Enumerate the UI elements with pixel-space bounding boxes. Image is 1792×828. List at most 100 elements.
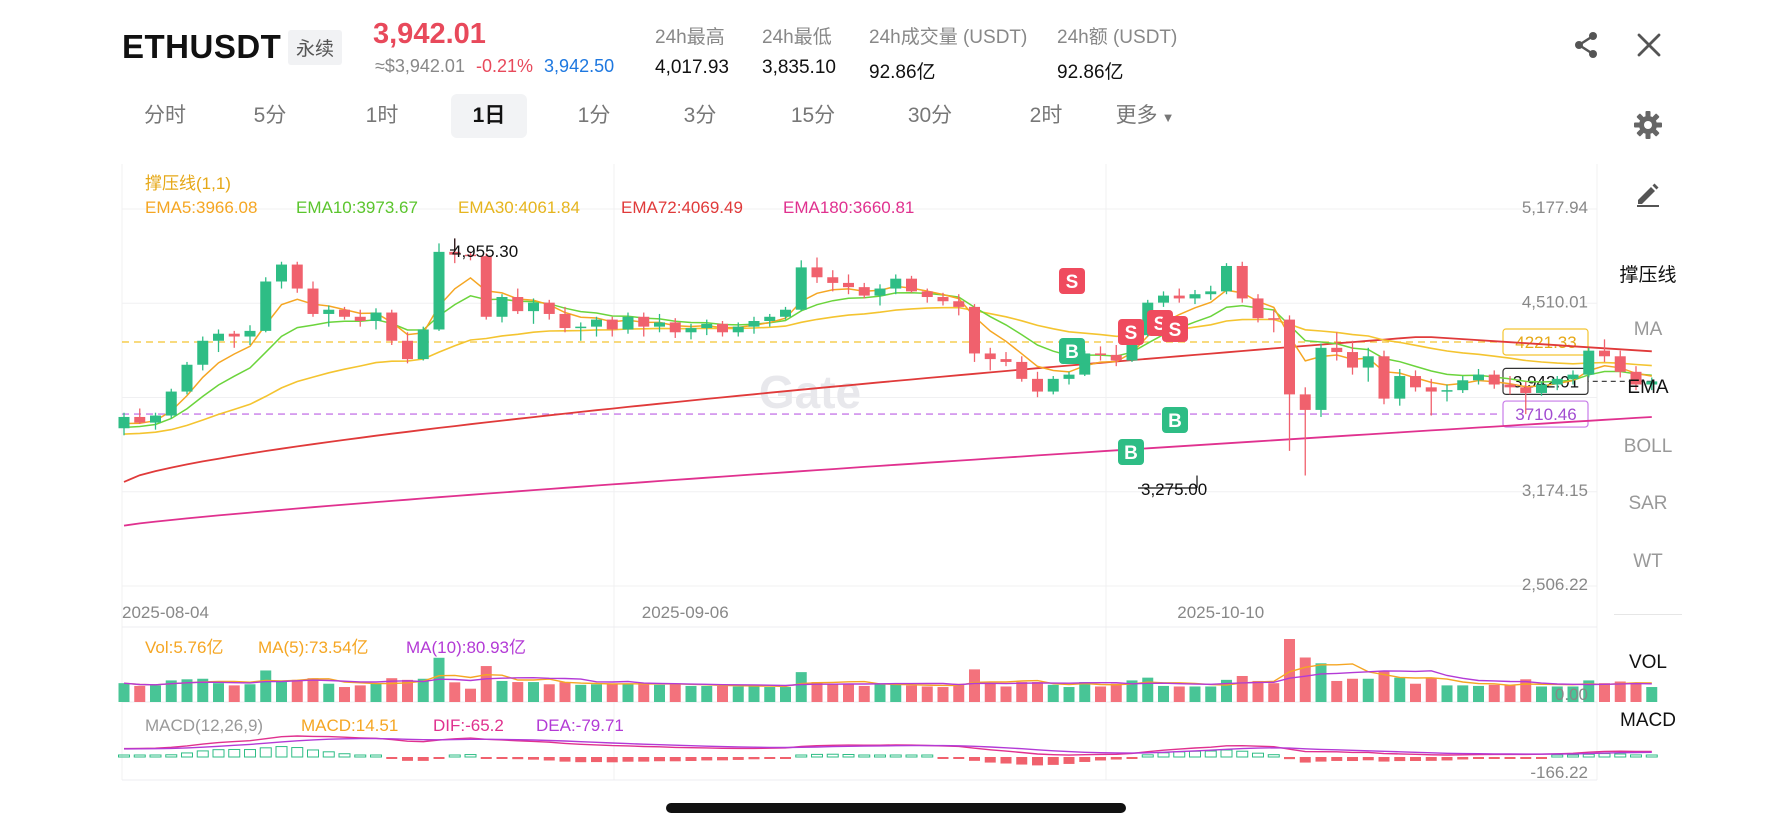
- candle-body: [811, 267, 823, 278]
- volume-bar: [1000, 686, 1012, 702]
- side-item-support-resistance[interactable]: 撑压线: [1619, 265, 1677, 286]
- macd-bar: [717, 757, 728, 761]
- candle-body: [1599, 350, 1610, 357]
- sell-signal: [1162, 316, 1188, 342]
- candle-body: [748, 321, 760, 327]
- tab-30m[interactable]: 30分: [907, 104, 953, 127]
- candle-body: [512, 297, 524, 312]
- tab-5m[interactable]: 5分: [253, 104, 287, 127]
- volume-bar: [1142, 677, 1154, 702]
- candles: [118, 238, 1658, 476]
- macd-bar: [181, 752, 193, 758]
- side-item-macd[interactable]: MACD: [1620, 710, 1676, 731]
- macd-bar: [1284, 757, 1295, 760]
- macd-bar: [1016, 757, 1028, 765]
- tab-2h[interactable]: 2时: [1029, 104, 1063, 127]
- candle-body: [228, 333, 240, 337]
- sell-signal: [1059, 268, 1085, 294]
- macd-bar: [1047, 757, 1059, 765]
- candle-body: [528, 302, 539, 312]
- volume-bar: [260, 670, 272, 702]
- volume-bar: [606, 684, 618, 702]
- volume-bar: [543, 684, 555, 702]
- macd-bar: [1536, 757, 1547, 759]
- side-item-boll[interactable]: BOLL: [1623, 436, 1673, 457]
- tab-3m[interactable]: 3分: [683, 104, 717, 127]
- macd-bar: [1110, 757, 1122, 760]
- volume-bar: [1599, 683, 1610, 702]
- macd-bar: [826, 753, 839, 758]
- candle-body: [1095, 353, 1106, 355]
- candle-body: [1504, 384, 1516, 388]
- candle-body: [1158, 295, 1169, 303]
- share-icon[interactable]: [1571, 30, 1601, 60]
- tab-1m[interactable]: 1分: [577, 104, 611, 127]
- ema10-legend: EMA10:3973.67: [296, 198, 418, 217]
- side-item-sar[interactable]: SAR: [1628, 493, 1668, 514]
- candle-body: [433, 251, 445, 330]
- close-icon[interactable]: [1634, 30, 1664, 60]
- contract-type-badge: 永续: [288, 30, 343, 65]
- candle-body: [1536, 384, 1547, 393]
- candle-body: [858, 287, 870, 296]
- ema30-legend: EMA30:4061.84: [458, 198, 580, 217]
- macd-bar: [559, 757, 571, 762]
- side-item-wt[interactable]: WT: [1633, 551, 1663, 572]
- tab-15m[interactable]: 15分: [790, 104, 836, 127]
- candle-body: [307, 288, 319, 314]
- macd-bar: [448, 754, 461, 758]
- tab-more[interactable]: 更多 ▼: [1105, 94, 1185, 138]
- side-item-ema[interactable]: EMA: [1627, 377, 1669, 398]
- tab-1h[interactable]: 1时: [365, 104, 399, 127]
- buy-signal: [1118, 439, 1144, 465]
- side-item-vol[interactable]: VOL: [1628, 652, 1668, 673]
- volume-bar: [1299, 657, 1311, 702]
- signal-label: B: [1124, 443, 1138, 464]
- candle-body: [921, 291, 933, 298]
- candle-body: [213, 333, 224, 341]
- gear-icon[interactable]: [1632, 109, 1664, 141]
- tab-1d[interactable]: 1日: [451, 94, 527, 138]
- candle-body: [449, 251, 461, 255]
- side-item-ma[interactable]: MA: [1633, 319, 1663, 340]
- macd-bar: [496, 757, 508, 759]
- indicator-side-panel: 撑压线 MA EMA BOLL SAR WT VOL MACD: [1600, 162, 1696, 782]
- volume-bar: [622, 683, 634, 702]
- stat-24h-high: 24h最高 4,017.93: [655, 22, 729, 79]
- tab-fenshi[interactable]: 分时: [144, 104, 186, 127]
- candle-body: [1000, 359, 1012, 362]
- macd-bar: [811, 753, 823, 758]
- macd-bar: [1394, 757, 1406, 762]
- macd-bar: [338, 753, 351, 758]
- y-axis-label: 4,510.01: [1522, 292, 1588, 311]
- ema5-legend: EMA5:3966.08: [145, 198, 257, 217]
- volume-bar: [1441, 685, 1453, 702]
- volume-bar: [780, 687, 791, 702]
- volume-bar: [354, 685, 366, 702]
- volume-bar: [1488, 684, 1500, 702]
- ema72-line: [123, 336, 1652, 483]
- volume-bar: [276, 681, 287, 702]
- caret-down-icon: ▼: [1161, 110, 1175, 125]
- volume-bar: [937, 687, 949, 702]
- pencil-icon[interactable]: [1634, 180, 1662, 208]
- macd-bar: [1000, 757, 1012, 764]
- candle-body: [402, 340, 413, 360]
- support-label-box: [1502, 400, 1589, 428]
- macd-bar: [984, 757, 996, 763]
- candle-body: [1520, 387, 1532, 393]
- candle-body: [559, 313, 571, 329]
- dea-line: [123, 737, 1652, 755]
- symbol-title: ETHUSDT: [122, 28, 282, 65]
- macd-bar: [133, 754, 146, 758]
- volume-panel: [118, 639, 1658, 702]
- macd-bar: [1141, 754, 1154, 758]
- volume-bar: [1473, 685, 1484, 702]
- candle-body: [764, 316, 776, 322]
- macd-bar: [1299, 757, 1311, 763]
- volume-bar: [480, 666, 492, 702]
- vol-ma10-legend: MA(10):80.93亿: [406, 638, 526, 657]
- macd-bar: [969, 757, 980, 761]
- volume-bar: [1457, 685, 1469, 702]
